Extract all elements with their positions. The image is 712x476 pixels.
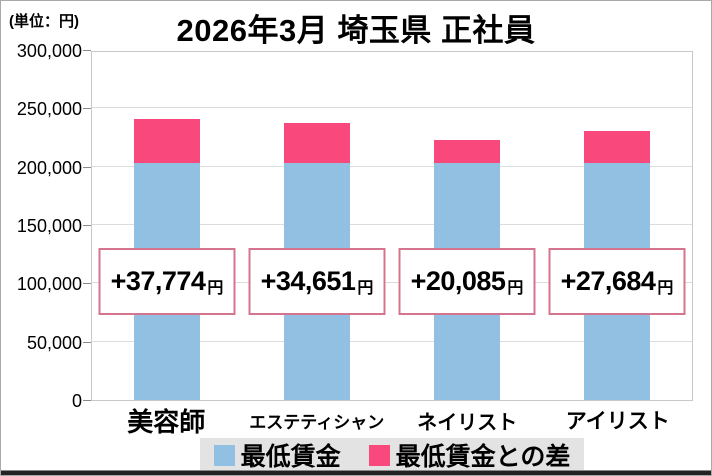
- diff-unit-suffix: 円: [507, 280, 524, 297]
- y-tick-label: 250,000: [16, 99, 82, 120]
- bar-slots: +37,774 円 +34,651 円 +20,085 円 +27,684 円: [92, 52, 692, 400]
- gridline: [92, 224, 692, 225]
- plot-area: +37,774 円 +34,651 円 +20,085 円 +27,684 円: [91, 51, 693, 401]
- diff-value: +20,085: [410, 266, 506, 296]
- legend: 最低賃金 最低賃金との差: [199, 437, 585, 473]
- gridline: [92, 340, 692, 342]
- diff-label-box: +20,085 円: [398, 248, 536, 315]
- diff-label-box: +34,651 円: [248, 248, 386, 315]
- legend-item: 最低賃金との差: [368, 437, 571, 473]
- chart-title: 2026年3月 埼玉県 正社員: [176, 13, 536, 48]
- x-category-label: ネイリスト: [417, 411, 518, 434]
- y-tick-label: 200,000: [16, 157, 82, 178]
- y-tick-label: 0: [71, 391, 82, 411]
- legend-row: 最低賃金 最低賃金との差: [91, 438, 693, 472]
- legend-color-swatch: [213, 444, 235, 466]
- legend-item: 最低賃金: [213, 437, 341, 473]
- y-axis-ticks: [83, 50, 91, 401]
- x-category-label: エステティシャン: [249, 412, 385, 432]
- y-tick-mark: [83, 341, 91, 343]
- legend-label: 最低賃金との差: [395, 443, 571, 471]
- y-tick-label: 50,000: [26, 332, 82, 353]
- x-axis-labels: 美容師 エステティシャン ネイリスト アイリスト: [91, 404, 693, 437]
- diff-label-box: +37,774 円: [98, 248, 236, 315]
- bar-slot: +37,774 円: [92, 52, 242, 400]
- y-tick-mark: [83, 166, 91, 168]
- unit-label: (単位：円): [9, 13, 79, 30]
- diff-unit-suffix: 円: [207, 280, 224, 297]
- diff-unit-suffix: 円: [657, 280, 674, 297]
- bottom-border-bar: [1, 470, 711, 475]
- diff-value: +34,651: [260, 266, 356, 296]
- x-category-label: アイリスト: [565, 410, 670, 433]
- diff-label-box: +27,684 円: [548, 248, 686, 315]
- y-tick-mark: [83, 108, 91, 110]
- legend-color-swatch: [368, 444, 390, 466]
- y-tick-mark: [83, 400, 91, 401]
- bar-slot: +27,684 円: [542, 52, 692, 400]
- diff-value: +37,774: [110, 266, 206, 296]
- gridline: [92, 282, 692, 284]
- y-tick-label: 300,000: [16, 41, 82, 61]
- bar-slot: +20,085 円: [392, 52, 542, 400]
- y-tick-mark: [83, 225, 91, 226]
- legend-label: 最低賃金: [240, 443, 341, 471]
- y-tick-mark: [83, 50, 91, 51]
- bar-segment-diff: [134, 119, 200, 164]
- y-axis-labels: 0 50,000 100,000 150,000 200,000 250,000 300,0…: [1, 42, 82, 410]
- y-tick-mark: [83, 283, 91, 285]
- diff-value: +27,684: [560, 266, 656, 296]
- bar-segment-diff: [284, 122, 350, 164]
- y-tick-label: 100,000: [16, 274, 82, 295]
- bar-segment-diff: [584, 130, 650, 164]
- bar-slot: +34,651 円: [242, 52, 392, 400]
- bar-segment-diff: [434, 139, 500, 164]
- y-tick-label: 150,000: [16, 216, 82, 236]
- x-category-label: 美容師: [127, 406, 206, 437]
- gridline: [92, 107, 692, 109]
- gridline: [92, 165, 692, 167]
- diff-unit-suffix: 円: [357, 280, 374, 297]
